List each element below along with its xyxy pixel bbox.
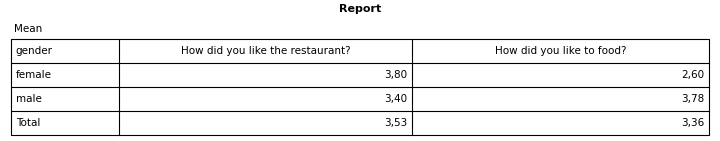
Text: Mean: Mean	[14, 24, 42, 34]
Bar	[11, 39, 709, 135]
Text: 3,53: 3,53	[384, 118, 408, 128]
Text: Report: Report	[339, 4, 381, 14]
Text: 2,60: 2,60	[681, 70, 704, 80]
Text: 3,36: 3,36	[681, 118, 704, 128]
Text: 3,80: 3,80	[384, 70, 408, 80]
Text: 3,78: 3,78	[681, 94, 704, 104]
Text: Total: Total	[16, 118, 40, 128]
Text: female: female	[16, 70, 52, 80]
Text: male: male	[16, 94, 42, 104]
Text: gender: gender	[16, 47, 53, 56]
Text: How did you like the restaurant?: How did you like the restaurant?	[181, 47, 351, 56]
Text: 3,40: 3,40	[384, 94, 408, 104]
Text: How did you like to food?: How did you like to food?	[495, 47, 626, 56]
